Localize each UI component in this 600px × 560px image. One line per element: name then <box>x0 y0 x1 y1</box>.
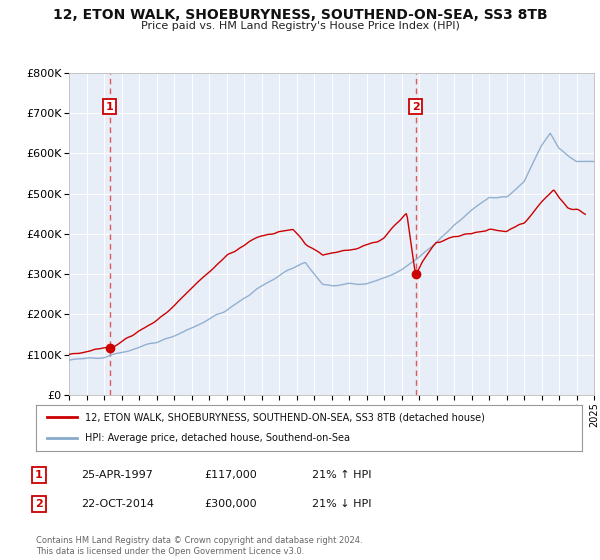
Text: Price paid vs. HM Land Registry's House Price Index (HPI): Price paid vs. HM Land Registry's House … <box>140 21 460 31</box>
Text: 12, ETON WALK, SHOEBURYNESS, SOUTHEND-ON-SEA, SS3 8TB (detached house): 12, ETON WALK, SHOEBURYNESS, SOUTHEND-ON… <box>85 412 485 422</box>
Text: 21% ↑ HPI: 21% ↑ HPI <box>312 470 371 480</box>
Text: 1: 1 <box>106 101 113 111</box>
Text: 21% ↓ HPI: 21% ↓ HPI <box>312 499 371 509</box>
Text: 2: 2 <box>35 499 43 509</box>
Text: 25-APR-1997: 25-APR-1997 <box>81 470 153 480</box>
Text: HPI: Average price, detached house, Southend-on-Sea: HPI: Average price, detached house, Sout… <box>85 433 350 444</box>
Text: 22-OCT-2014: 22-OCT-2014 <box>81 499 154 509</box>
Text: £300,000: £300,000 <box>204 499 257 509</box>
Text: Contains HM Land Registry data © Crown copyright and database right 2024.
This d: Contains HM Land Registry data © Crown c… <box>36 536 362 556</box>
Text: 1: 1 <box>35 470 43 480</box>
Text: 12, ETON WALK, SHOEBURYNESS, SOUTHEND-ON-SEA, SS3 8TB: 12, ETON WALK, SHOEBURYNESS, SOUTHEND-ON… <box>53 8 547 22</box>
Text: £117,000: £117,000 <box>204 470 257 480</box>
Text: 2: 2 <box>412 101 419 111</box>
